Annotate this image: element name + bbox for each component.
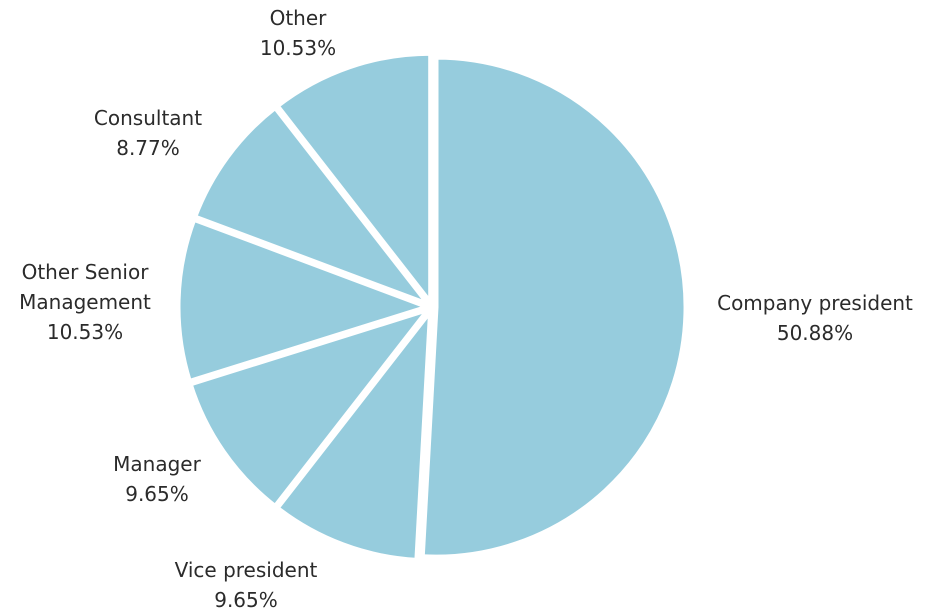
slice-category-label: Manager	[113, 452, 201, 476]
slice-value-label: 8.77%	[116, 136, 180, 160]
slice-value-label: 10.53%	[260, 36, 336, 60]
slice-label-1: Vice president 9.65%	[175, 558, 318, 612]
slice-category-label: Other Senior	[22, 260, 150, 284]
pie-slice-4	[191, 103, 437, 311]
slice-value-label: 9.65%	[214, 588, 278, 612]
pie-slice-1	[273, 302, 434, 564]
slice-value-label: 10.53%	[47, 320, 123, 344]
slice-label-5: Other 10.53%	[260, 6, 336, 60]
slice-value-label: 9.65%	[125, 482, 189, 506]
pie-slice-2	[186, 304, 436, 511]
slice-label-0: Company president 50.88%	[717, 291, 913, 345]
slice-category-label: Management	[19, 290, 151, 314]
slice-value-label: 50.88%	[777, 321, 853, 345]
pie-labels: Company president 50.88% Vice president 9.6…	[19, 6, 913, 612]
slice-label-2: Manager 9.65%	[113, 452, 201, 506]
slice-category-label: Consultant	[94, 106, 202, 130]
slice-label-3: Other Senior Management 10.53%	[19, 260, 151, 344]
slice-category-label: Company president	[717, 291, 913, 315]
pie-slice-3	[175, 216, 436, 385]
slice-category-label: Other	[270, 6, 328, 30]
pie-slices	[175, 50, 689, 564]
slice-label-4: Consultant 8.77%	[94, 106, 202, 160]
pie-slice-5	[273, 50, 434, 311]
pie-slice-0	[419, 54, 689, 560]
slice-category-label: Vice president	[175, 558, 318, 582]
